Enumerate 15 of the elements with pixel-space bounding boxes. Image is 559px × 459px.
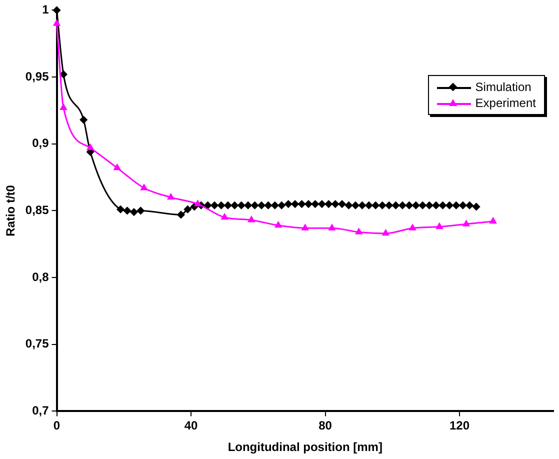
y-tick-label: 0,9	[32, 136, 50, 150]
x-tick-label: 120	[450, 418, 470, 433]
y-axis-title: Ratio t/t0	[4, 184, 18, 236]
y-tick-label: 0,7	[32, 404, 50, 418]
legend-label: Simulation	[475, 79, 532, 95]
y-tick-label: 0,85	[25, 203, 50, 218]
y-tick-label: 0,75	[25, 336, 50, 351]
x-axis-title: Longitudinal position [mm]	[228, 440, 382, 454]
y-tick-label: 0,95	[25, 69, 50, 84]
x-tick-label: 40	[184, 418, 198, 433]
x-tick-label: 80	[318, 418, 332, 433]
x-tick-label: 0	[53, 418, 60, 433]
y-tick-label: 0,8	[32, 270, 50, 284]
legend-label: Experiment	[475, 95, 536, 111]
y-tick-label: 1	[42, 2, 50, 17]
